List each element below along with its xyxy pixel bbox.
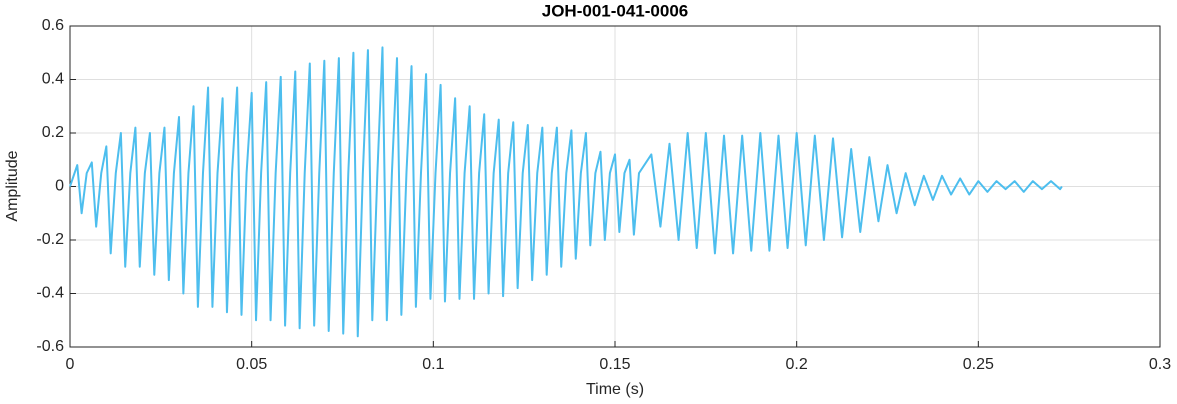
- x-tick-label: 0.25: [963, 356, 994, 373]
- y-tick-label: 0.2: [42, 124, 64, 141]
- y-tick-label: -0.4: [36, 285, 64, 302]
- y-tick-label: -0.2: [36, 231, 64, 248]
- y-tick-label: -0.6: [36, 338, 64, 355]
- chart-title: JOH-001-041-0006: [542, 1, 688, 20]
- x-tick-label: 0.15: [599, 356, 630, 373]
- x-tick-label: 0.3: [1149, 356, 1171, 373]
- x-tick-label: 0: [66, 356, 75, 373]
- x-tick-label: 0.2: [786, 356, 808, 373]
- x-tick-label: 0.1: [422, 356, 444, 373]
- y-tick-label: 0: [55, 178, 64, 195]
- y-axis-label: Amplitude: [4, 150, 21, 221]
- y-tick-label: 0.4: [42, 71, 64, 88]
- waveform-line: [69, 46, 1063, 338]
- x-tick-label: 0.05: [236, 356, 267, 373]
- y-tick-label: 0.6: [42, 17, 64, 34]
- x-axis-label: Time (s): [586, 381, 644, 398]
